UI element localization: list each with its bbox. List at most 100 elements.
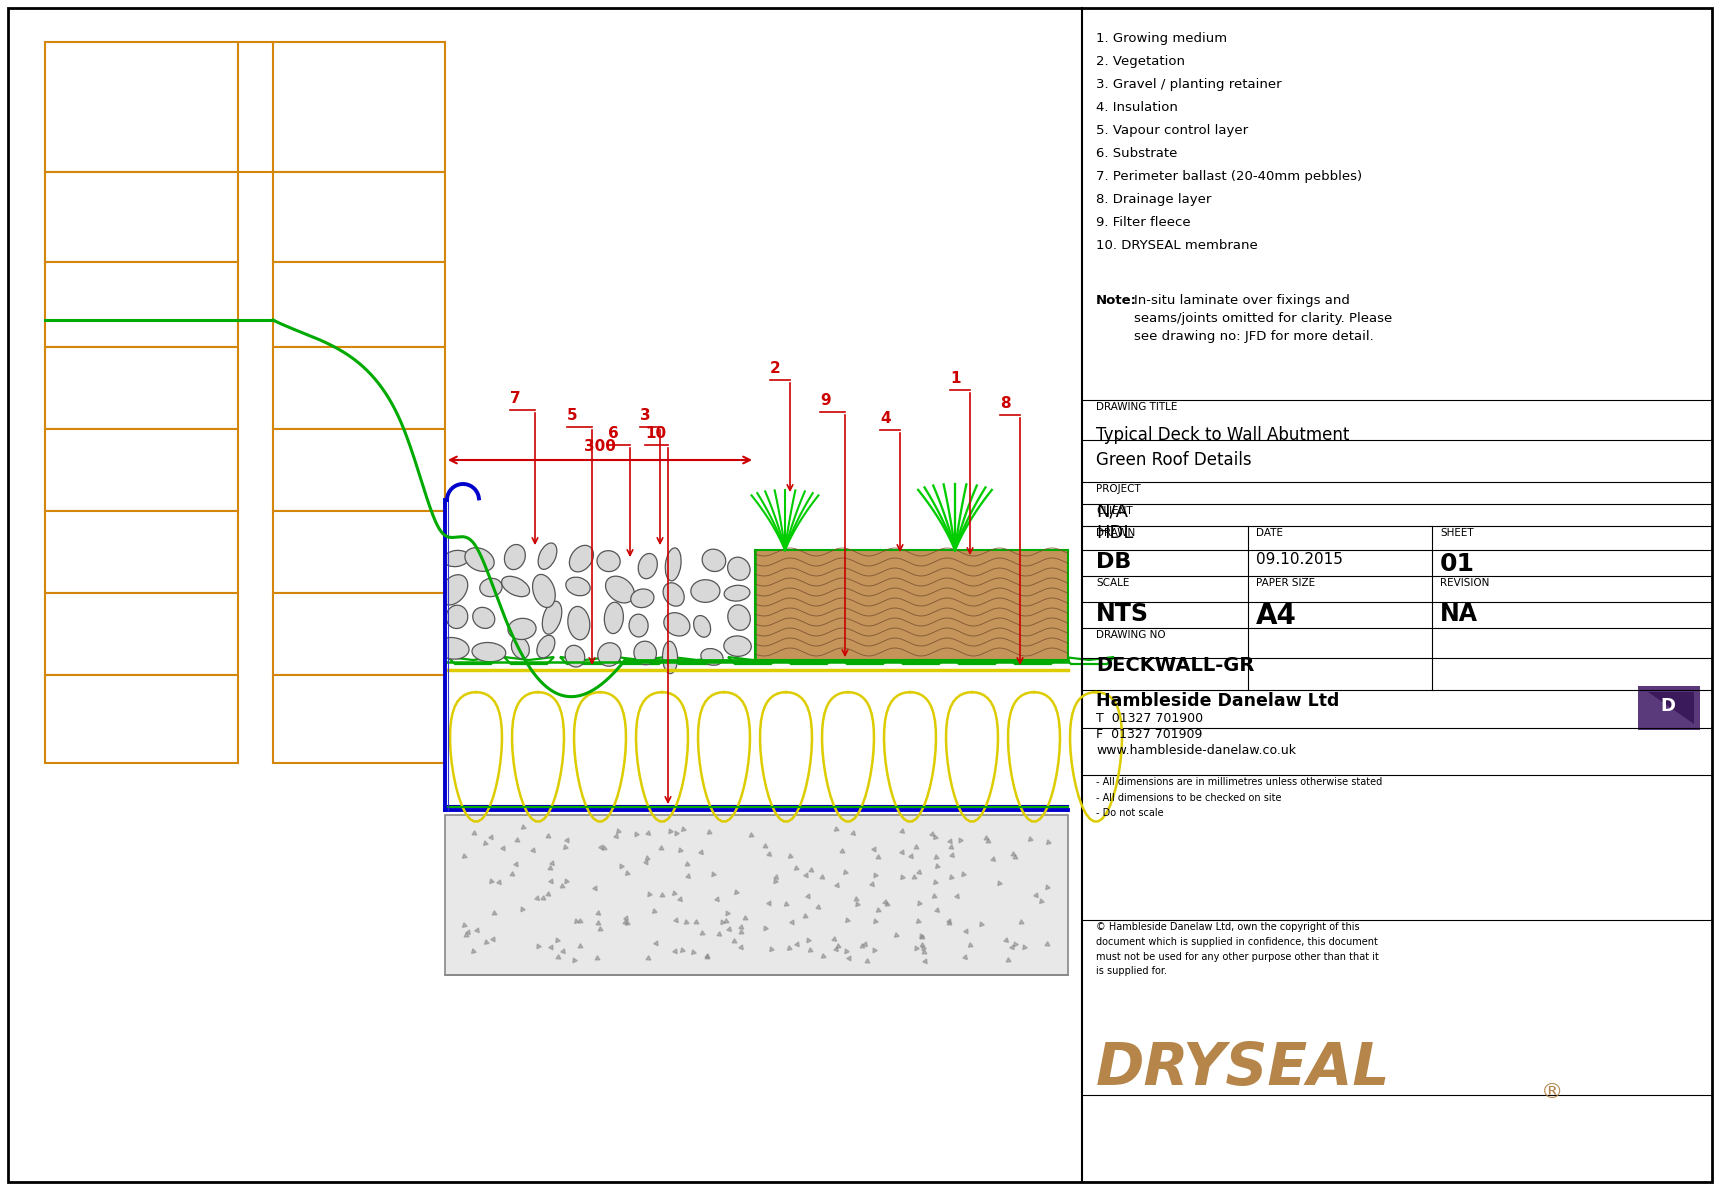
Bar <box>45 42 237 173</box>
Text: HDL: HDL <box>1096 524 1133 541</box>
Ellipse shape <box>444 550 470 566</box>
Text: D: D <box>1660 697 1675 715</box>
Ellipse shape <box>728 557 750 581</box>
Ellipse shape <box>631 589 654 608</box>
Text: © Hambleside Danelaw Ltd, own the copyright of this
document which is supplied i: © Hambleside Danelaw Ltd, own the copyri… <box>1096 922 1379 977</box>
Text: 6. Substrate: 6. Substrate <box>1096 148 1178 159</box>
Ellipse shape <box>538 543 557 569</box>
Ellipse shape <box>597 551 621 571</box>
Text: PAPER SIZE: PAPER SIZE <box>1256 578 1316 588</box>
Ellipse shape <box>542 601 562 634</box>
Text: 9. Filter fleece: 9. Filter fleece <box>1096 217 1190 228</box>
Text: NA: NA <box>1440 602 1477 626</box>
Text: DB: DB <box>1096 552 1132 572</box>
Text: 3: 3 <box>640 408 650 422</box>
Ellipse shape <box>662 641 678 674</box>
Ellipse shape <box>664 583 685 606</box>
Ellipse shape <box>700 649 722 665</box>
Bar <box>273 262 445 347</box>
Bar <box>273 173 445 262</box>
Text: ®: ® <box>1541 1082 1563 1102</box>
Ellipse shape <box>507 619 537 639</box>
Bar <box>755 550 1068 660</box>
Ellipse shape <box>724 635 752 657</box>
Text: REVISION: REVISION <box>1440 578 1490 588</box>
Text: In-situ laminate over fixings and
seams/joints omitted for clarity. Please
see d: In-situ laminate over fixings and seams/… <box>1133 294 1391 343</box>
Ellipse shape <box>638 553 657 578</box>
Text: DECKWALL-GR: DECKWALL-GR <box>1096 656 1254 675</box>
Text: 10: 10 <box>645 426 666 441</box>
Text: 4: 4 <box>881 411 891 426</box>
Bar <box>1637 685 1699 729</box>
Ellipse shape <box>440 575 468 605</box>
Bar <box>273 593 445 675</box>
Bar <box>45 675 237 763</box>
Text: 300: 300 <box>585 439 616 455</box>
Ellipse shape <box>664 613 690 635</box>
Bar <box>273 347 445 430</box>
Text: 9: 9 <box>820 393 831 408</box>
Ellipse shape <box>473 607 495 628</box>
Ellipse shape <box>537 635 556 658</box>
Text: DRAWING NO: DRAWING NO <box>1096 630 1166 640</box>
Text: 7: 7 <box>511 392 521 406</box>
Ellipse shape <box>630 614 648 637</box>
Ellipse shape <box>533 575 556 607</box>
Bar <box>45 430 237 511</box>
Bar <box>45 511 237 593</box>
Ellipse shape <box>666 547 681 581</box>
Text: PROJECT: PROJECT <box>1096 484 1140 494</box>
Text: SHEET: SHEET <box>1440 528 1474 538</box>
Text: www.hambleside-danelaw.co.uk: www.hambleside-danelaw.co.uk <box>1096 744 1295 757</box>
Ellipse shape <box>604 602 623 633</box>
Ellipse shape <box>504 545 525 570</box>
Text: DRYSEAL: DRYSEAL <box>1096 1040 1391 1097</box>
Text: DATE: DATE <box>1256 528 1283 538</box>
Bar <box>273 511 445 593</box>
Text: NTS: NTS <box>1096 602 1149 626</box>
Text: DRAWING TITLE: DRAWING TITLE <box>1096 402 1178 412</box>
Text: T  01327 701900: T 01327 701900 <box>1096 712 1202 725</box>
Text: N/A: N/A <box>1096 502 1128 520</box>
Text: 5: 5 <box>568 408 578 422</box>
Bar <box>273 675 445 763</box>
Text: 5. Vapour control layer: 5. Vapour control layer <box>1096 124 1249 137</box>
Ellipse shape <box>437 638 470 659</box>
Text: 3. Gravel / planting retainer: 3. Gravel / planting retainer <box>1096 79 1281 90</box>
Ellipse shape <box>605 576 635 603</box>
Text: Typical Deck to Wall Abutment
Green Roof Details: Typical Deck to Wall Abutment Green Roof… <box>1096 426 1350 469</box>
Text: 4. Insulation: 4. Insulation <box>1096 101 1178 114</box>
Text: SCALE: SCALE <box>1096 578 1130 588</box>
Ellipse shape <box>568 607 590 640</box>
Ellipse shape <box>691 580 721 602</box>
Bar <box>445 815 1068 975</box>
Ellipse shape <box>635 641 657 665</box>
Ellipse shape <box>693 615 710 637</box>
Text: F  01327 701909: F 01327 701909 <box>1096 728 1202 741</box>
Text: Note:: Note: <box>1096 294 1137 307</box>
Text: 01: 01 <box>1440 552 1476 576</box>
Bar <box>45 173 237 262</box>
Ellipse shape <box>566 645 585 668</box>
Text: DRAWN: DRAWN <box>1096 528 1135 538</box>
Text: A4: A4 <box>1256 602 1297 630</box>
Ellipse shape <box>728 605 750 631</box>
Ellipse shape <box>480 578 502 596</box>
Ellipse shape <box>566 577 590 596</box>
Text: 8: 8 <box>999 396 1011 411</box>
Text: 2. Vegetation: 2. Vegetation <box>1096 55 1185 68</box>
Text: 2: 2 <box>771 361 781 376</box>
Ellipse shape <box>599 643 621 666</box>
Text: Hambleside Danelaw Ltd: Hambleside Danelaw Ltd <box>1096 693 1340 710</box>
Bar <box>273 42 445 173</box>
Bar <box>45 593 237 675</box>
Ellipse shape <box>724 585 750 601</box>
Ellipse shape <box>511 637 530 659</box>
Text: 7. Perimeter ballast (20-40mm pebbles): 7. Perimeter ballast (20-40mm pebbles) <box>1096 170 1362 183</box>
Ellipse shape <box>445 606 468 628</box>
Text: 1. Growing medium: 1. Growing medium <box>1096 32 1226 45</box>
Polygon shape <box>1648 693 1694 724</box>
Ellipse shape <box>702 549 726 571</box>
Text: - All dimensions are in millimetres unless otherwise stated
- All dimensions to : - All dimensions are in millimetres unle… <box>1096 777 1383 819</box>
Ellipse shape <box>502 576 530 596</box>
